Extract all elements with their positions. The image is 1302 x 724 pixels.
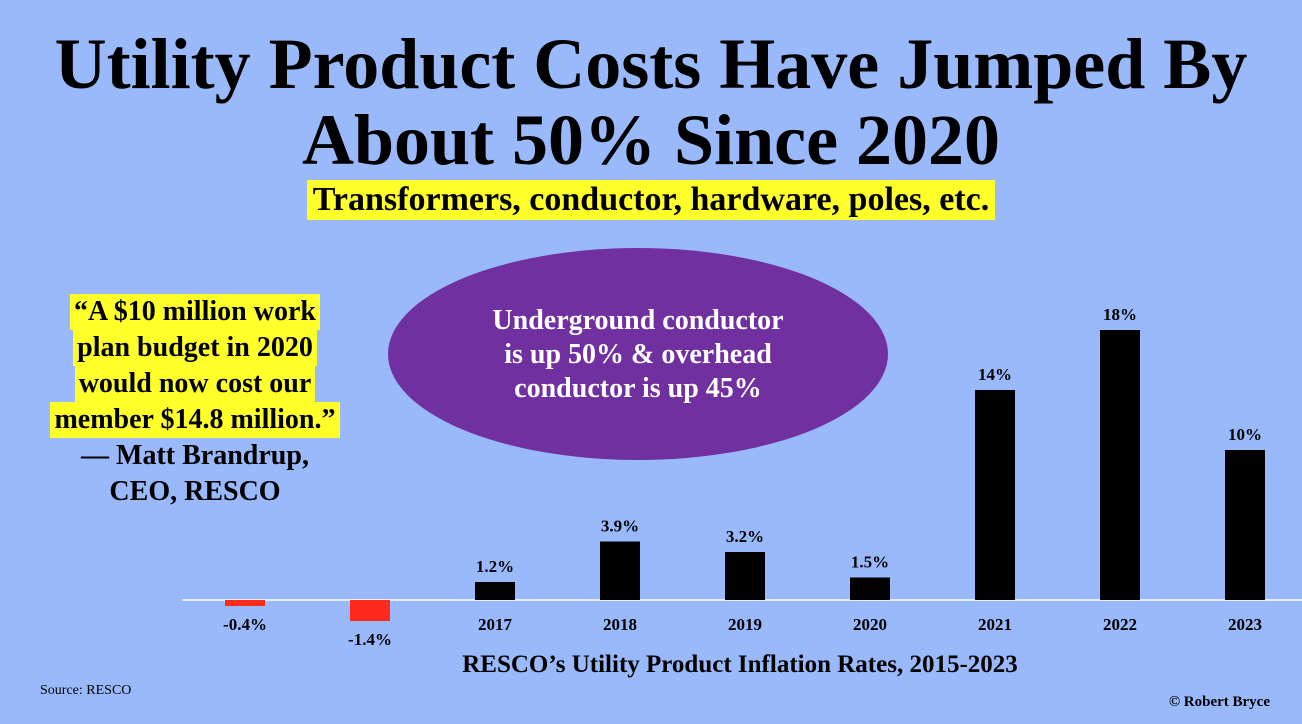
callout-line-2: is up 50% & overhead — [504, 339, 772, 370]
bar-3 — [600, 541, 640, 600]
quote-block: “A $10 million work plan budget in 2020 … — [40, 294, 350, 510]
quote-line-2: plan budget in 2020 — [73, 330, 317, 366]
data-label-8: 10% — [1228, 425, 1262, 444]
title-line-2: About 50% Since 2020 — [301, 100, 1001, 180]
callout-ellipse: Underground conductor is up 50% & overhe… — [388, 248, 888, 460]
category-label-8: 2023 — [1228, 615, 1262, 634]
category-label-6: 2021 — [978, 615, 1012, 634]
x-axis-title: RESCO’s Utility Product Inflation Rates,… — [462, 651, 1018, 678]
bar-6 — [975, 390, 1015, 600]
quote-line-1: “A $10 million work — [70, 294, 320, 330]
data-label-4: 3.2% — [726, 527, 764, 546]
quote-line-4: member $14.8 million.” — [50, 402, 340, 438]
bar-5 — [850, 577, 890, 600]
category-label-3: 2018 — [603, 615, 637, 634]
data-label-0: -0.4% — [223, 615, 267, 634]
quote-attribution-2: CEO, RESCO — [109, 476, 281, 507]
data-label-7: 18% — [1103, 305, 1137, 324]
bar-2 — [475, 582, 515, 600]
data-label-6: 14% — [978, 365, 1012, 384]
data-label-5: 1.5% — [851, 553, 889, 572]
data-label-2: 1.2% — [476, 557, 514, 576]
source-note: Source: RESCO — [40, 683, 132, 698]
category-label-2: 2017 — [478, 615, 513, 634]
category-label-5: 2020 — [853, 615, 887, 634]
subtitle-container: Transformers, conductor, hardware, poles… — [0, 180, 1302, 220]
bar-0 — [225, 600, 265, 606]
title-line-1: Utility Product Costs Have Jumped By — [54, 24, 1248, 104]
chart-subtitle: Transformers, conductor, hardware, poles… — [306, 180, 996, 220]
category-label-7: 2022 — [1103, 615, 1137, 634]
bar-7 — [1100, 330, 1140, 600]
quote-attribution-1: — Matt Brandrup, — [81, 440, 309, 471]
chart-title: Utility Product Costs Have Jumped By Abo… — [0, 26, 1302, 178]
data-label-1: -1.4% — [348, 630, 392, 649]
bar-4 — [725, 552, 765, 600]
callout-line-3: conductor is up 45% — [514, 373, 762, 404]
callout-line-1: Underground conductor — [492, 305, 784, 336]
bar-1 — [350, 600, 390, 621]
quote-line-3: would now cost our — [74, 366, 316, 402]
category-label-4: 2019 — [728, 615, 762, 634]
data-label-3: 3.9% — [601, 517, 639, 536]
credit-note: © Robert Bryce — [1168, 694, 1270, 710]
callout-text: Underground conductor is up 50% & overhe… — [388, 304, 888, 406]
bar-8 — [1225, 450, 1265, 600]
